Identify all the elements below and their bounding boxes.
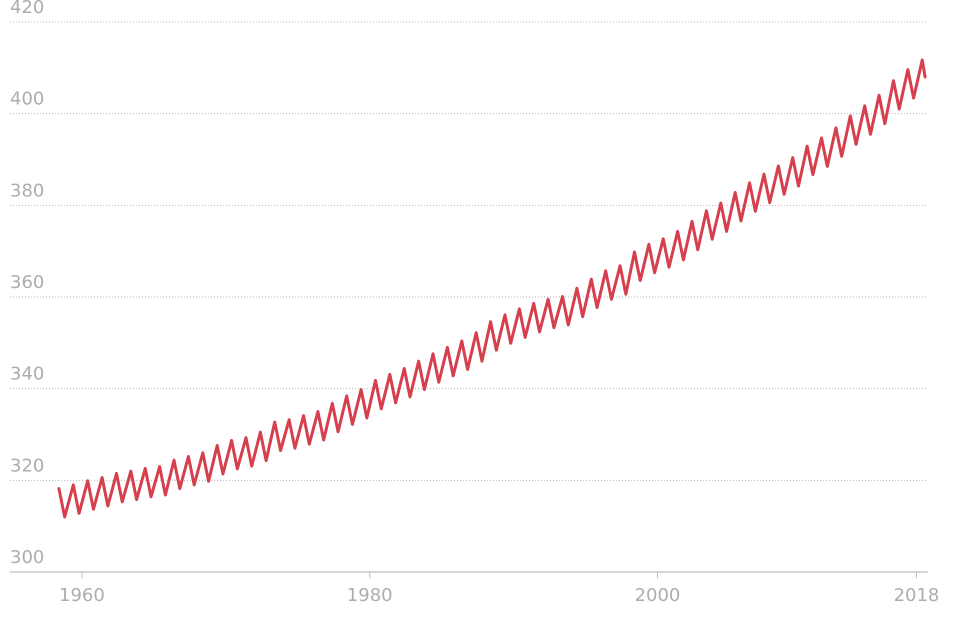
x-tick-label: 1980 [347,585,393,606]
x-tick-label: 2018 [894,585,940,606]
y-tick-label: 400 [10,89,44,110]
y-tick-label: 320 [10,455,44,476]
x-tick-label: 2000 [635,585,681,606]
y-tick-label: 340 [10,364,44,385]
y-tick-label: 420 [10,0,44,18]
y-tick-label: 380 [10,180,44,201]
data-line [57,58,927,519]
x-tick-label: 1960 [59,585,105,606]
y-tick-label: 300 [10,547,44,568]
y-tick-label: 360 [10,272,44,293]
